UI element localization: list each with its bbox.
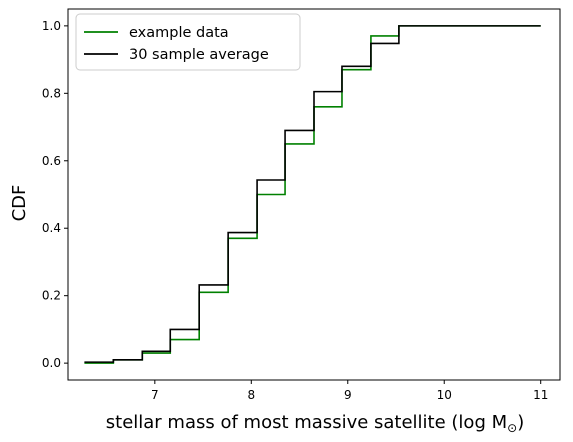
series-line-30-sample-average <box>84 25 541 363</box>
x-axis: 7 8 9 10 11 <box>151 380 548 402</box>
x-tick-label: 9 <box>344 388 352 402</box>
legend: example data 30 sample average <box>75 13 301 71</box>
y-tick-label: 0.6 <box>42 154 61 168</box>
x-axis-label-close: ) <box>517 412 524 433</box>
legend-label-example-data: example data <box>129 25 229 41</box>
x-axis-label: stellar mass of most massive satellite (… <box>106 412 524 435</box>
y-tick-label: 1.0 <box>42 19 61 33</box>
x-axis-label-main: stellar mass of most massive satellite (… <box>106 412 507 433</box>
legend-box <box>75 13 301 71</box>
x-tick-label: 7 <box>151 388 159 402</box>
y-tick-label: 0.2 <box>42 289 61 303</box>
y-axis: 0.0 0.2 0.4 0.6 0.8 1.0 <box>42 19 68 370</box>
series-layer <box>84 25 541 364</box>
x-tick-label: 10 <box>437 388 452 402</box>
x-tick-label: 8 <box>247 388 255 402</box>
y-tick-label: 0.0 <box>42 356 61 370</box>
y-axis-label: CDF <box>9 185 30 222</box>
y-tick-label: 0.8 <box>42 86 61 100</box>
series-line-example-data <box>84 25 541 364</box>
y-tick-label: 0.4 <box>42 221 61 235</box>
x-tick-label: 11 <box>533 388 548 402</box>
legend-label-30-sample-average: 30 sample average <box>129 47 269 63</box>
plot-frame <box>67 8 561 381</box>
x-axis-label-subscript: ⊙ <box>507 421 517 435</box>
